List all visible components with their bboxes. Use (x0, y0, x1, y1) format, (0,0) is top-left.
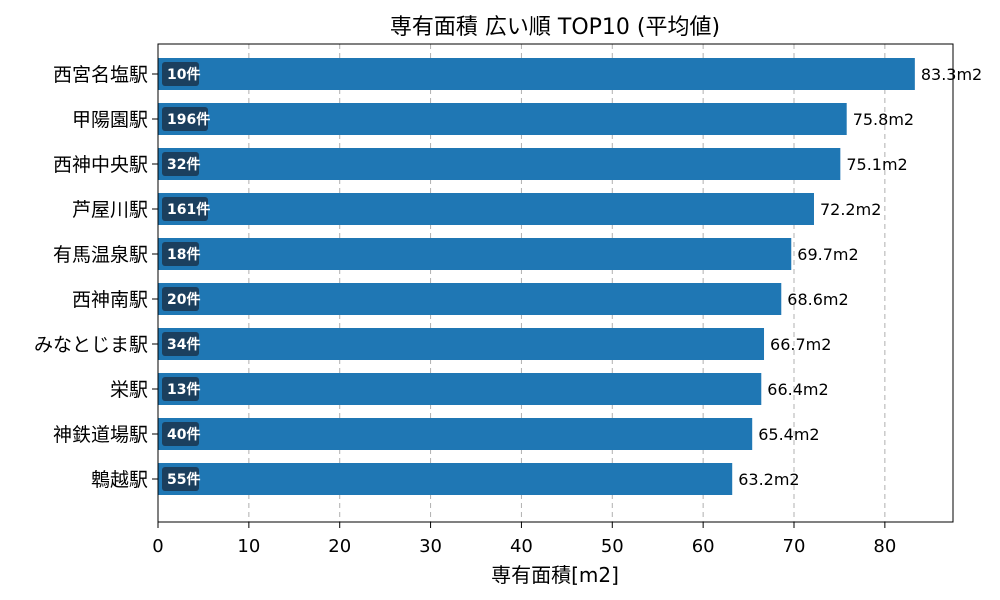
count-label: 10件 (167, 66, 200, 83)
x-tick-label: 80 (873, 536, 896, 557)
x-tick-label: 70 (783, 536, 806, 557)
bars: 83.3m2 10件 75.8m2 196件 75.1m2 32件 72.2m2 161件 69… (158, 58, 982, 495)
bar (158, 283, 782, 315)
value-label: 72.2m2 (820, 200, 881, 219)
bar (158, 148, 841, 180)
value-label: 83.3m2 (921, 65, 982, 84)
x-axis-label: 専有面積[m2] (491, 563, 619, 587)
value-label: 75.8m2 (853, 110, 914, 129)
count-label: 18件 (167, 246, 200, 263)
category-label: 西宮名塩駅 (53, 64, 148, 86)
bar (158, 328, 765, 360)
count-label: 34件 (167, 336, 200, 353)
x-tick-label: 50 (601, 536, 624, 557)
value-label: 75.1m2 (846, 155, 907, 174)
count-label: 32件 (167, 156, 200, 173)
count-label: 161件 (167, 201, 210, 218)
category-label: 有馬温泉駅 (53, 244, 148, 266)
x-tick-label: 60 (692, 536, 715, 557)
category-label: 芦屋川駅 (72, 199, 148, 221)
category-label: 神鉄道場駅 (53, 424, 148, 446)
value-label: 65.4m2 (758, 425, 819, 444)
category-label: みなとじま駅 (34, 334, 148, 356)
value-label: 66.7m2 (770, 335, 831, 354)
category-label: 栄駅 (110, 379, 148, 401)
chart-title: 専有面積 広い順 TOP10 (平均値) (390, 15, 720, 40)
bar (158, 373, 762, 405)
bar (158, 463, 733, 495)
count-badge (162, 422, 199, 446)
count-badge (162, 242, 199, 266)
value-label: 68.6m2 (787, 290, 848, 309)
count-badge (162, 62, 199, 86)
value-label: 66.4m2 (767, 380, 828, 399)
value-label: 63.2m2 (738, 470, 799, 489)
count-label: 55件 (167, 471, 200, 488)
bar (158, 58, 915, 90)
x-tick-label: 30 (419, 536, 442, 557)
count-label: 40件 (167, 426, 200, 443)
x-tick-label: 40 (510, 536, 533, 557)
bar (158, 103, 847, 135)
bar (158, 238, 792, 270)
count-badge (162, 197, 208, 221)
category-label: 西神中央駅 (53, 154, 148, 176)
x-tick-label: 10 (237, 536, 260, 557)
count-badge (162, 152, 199, 176)
category-label: 西神南駅 (72, 289, 148, 311)
count-badge (162, 332, 199, 356)
count-label: 20件 (167, 291, 200, 308)
bar (158, 418, 753, 450)
count-badge (162, 287, 199, 311)
axes: 0 10 20 30 40 50 60 70 80 西宮名塩駅甲陽園駅西神中央駅芦屋川駅有馬温泉駅… (34, 64, 896, 557)
category-label: 鵯越駅 (91, 469, 148, 491)
count-label: 13件 (167, 381, 200, 398)
count-label: 196件 (167, 111, 210, 128)
plot-frame (157, 43, 954, 523)
x-tick-label: 0 (152, 536, 163, 557)
bar (158, 193, 814, 225)
count-badge (162, 107, 208, 131)
count-badge (162, 377, 199, 401)
category-label: 甲陽園駅 (72, 109, 148, 131)
x-tick-label: 20 (328, 536, 351, 557)
count-badge (162, 467, 199, 491)
value-label: 69.7m2 (797, 245, 858, 264)
